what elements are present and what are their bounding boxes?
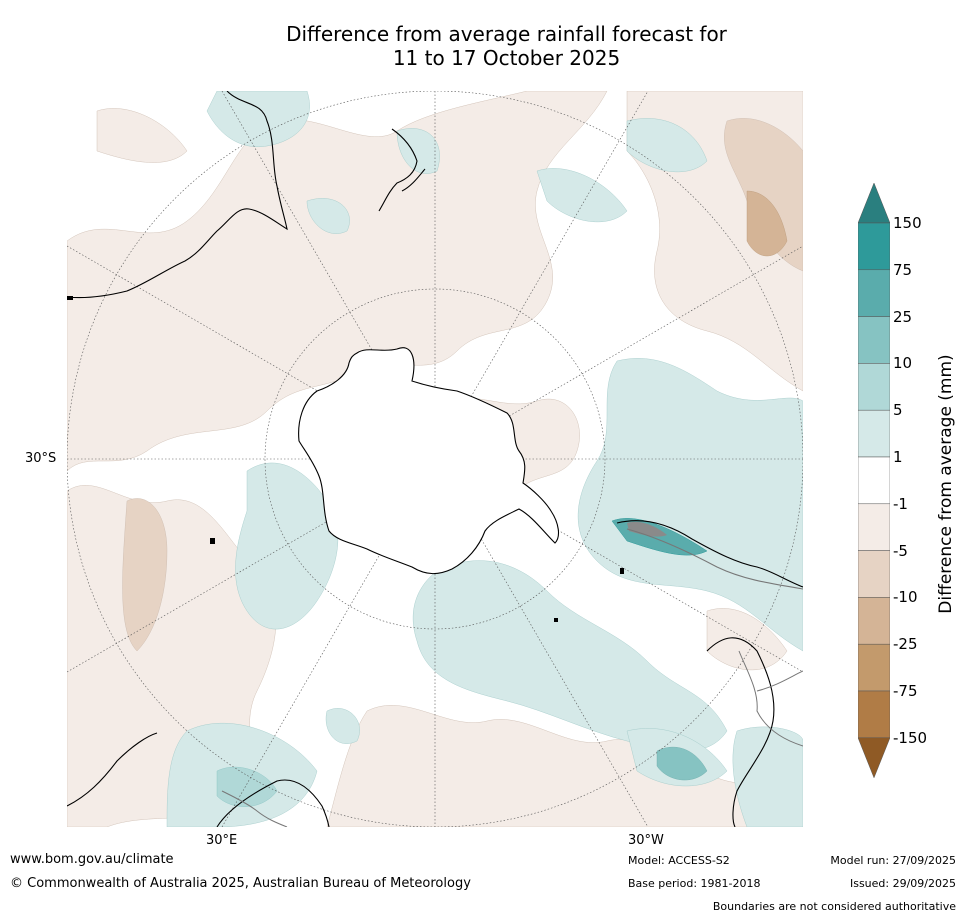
colorbar-tick-label: 75 [893,260,913,279]
colorbar-segment [858,269,890,317]
small-islands [67,296,624,622]
colorbar-title: Difference from average (mm) [936,354,956,614]
model-text: Model: ACCESS-S2 [628,854,730,867]
issued-text: Issued: 29/09/2025 [849,877,956,890]
lon-label-30e: 30°E [206,833,238,848]
model-run-text: Model run: 27/09/2025 [830,854,956,867]
south-america-interior-border [626,528,803,590]
title-line-1: Difference from average rainfall forecas… [286,22,727,46]
colorbar-over-triangle [858,183,890,224]
new-zealand-coastline [378,128,426,212]
colorbar-under-triangle [858,737,890,779]
colorbar-segment [858,363,890,411]
copyright-text: © Commonwealth of Australia 2025, Austra… [10,876,471,891]
lower-left-coastline [67,732,330,827]
antarctica-coastline [298,347,560,575]
colorbar-segment [858,316,890,364]
africa-borders [738,650,803,747]
map-title: Difference from average rainfall forecas… [0,22,965,70]
lat-label-30s: 30°S [25,451,57,466]
colorbar-segment [858,503,890,551]
colorbar-segment [858,550,890,598]
colorbar-tick-label: -150 [893,728,928,747]
africa-coastline [706,637,775,827]
colorbar-tick-label: 25 [893,307,913,326]
colorbar-segment [858,456,890,505]
base-period-text: Base period: 1981-2018 [628,877,761,890]
colorbar [858,183,890,779]
website-link[interactable]: www.bom.gov.au/climate [10,852,174,867]
lon-label-30w: 30°W [628,833,664,848]
colorbar-segment [858,690,890,739]
colorbar-tick-label: 150 [893,214,922,232]
colorbar-tick-label: 1 [893,448,903,466]
colorbar-tick-label: 5 [893,401,903,420]
colorbar-segment [858,222,890,271]
lower-left-border [221,790,288,827]
colorbar-tick-label: -25 [893,635,918,654]
colorbar-tick-label: -1 [893,494,908,513]
colorbar-tick-label: -5 [893,541,908,560]
title-line-2: 11 to 17 October 2025 [392,46,621,70]
disclaimer-text: Boundaries are not considered authoritat… [712,900,956,913]
south-america-coastline [616,520,803,588]
moderate-anomaly-patches [122,118,803,807]
colorbar-tick-label: -75 [893,682,918,700]
colorbar-segment [858,409,890,458]
australia-coastline [67,91,288,299]
colorbar-segment [858,643,890,692]
colorbar-segment [858,597,890,645]
polar-map [67,91,803,827]
colorbar-tick-label: 10 [893,354,913,373]
colorbar-tick-label: -10 [893,588,918,607]
